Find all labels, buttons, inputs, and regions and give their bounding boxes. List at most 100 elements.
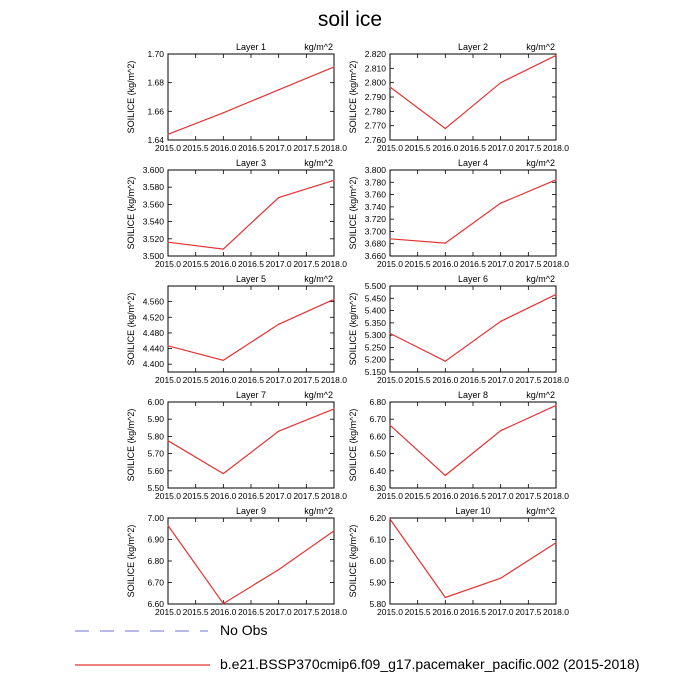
y-tick-label: 3.800 [365, 165, 387, 175]
y-tick-label: 4.480 [143, 328, 165, 338]
series-line [167, 179, 335, 250]
x-tick-label: 2017.5 [515, 375, 541, 385]
x-tick-label: 2015.5 [405, 259, 431, 269]
y-tick-label: 2.790 [365, 92, 387, 102]
panel-title: Layer 2 [458, 42, 488, 52]
panel-title: Layer 5 [236, 274, 266, 284]
data-point [333, 298, 335, 300]
y-axis-label: SOILICE (kg/m^2) [348, 409, 358, 482]
y-axis-label: SOILICE (kg/m^2) [348, 293, 358, 366]
x-tick-label: 2015.0 [377, 143, 403, 153]
x-tick-label: 2017.5 [293, 375, 319, 385]
data-point [278, 430, 280, 432]
panel-layer-1: Layer 1 kg/m^2 SOILICE (kg/m^2) 2015.0 2015.… [126, 42, 347, 153]
data-point [333, 66, 335, 68]
data-point [278, 89, 280, 91]
y-tick-label: 1.70 [147, 49, 164, 59]
y-tick-label: 5.80 [147, 431, 164, 441]
data-point [500, 82, 502, 84]
x-tick-label: 2016.5 [238, 491, 264, 501]
data-point [500, 202, 502, 204]
x-tick-label: 2017.0 [266, 491, 292, 501]
y-tick-label: 3.600 [143, 165, 165, 175]
panel-title: Layer 10 [455, 506, 490, 516]
x-tick-label: 2017.5 [293, 607, 319, 617]
y-tick-label: 3.680 [365, 239, 387, 249]
y-tick-label: 1.64 [147, 135, 164, 145]
data-point [444, 360, 446, 362]
panel-units: kg/m^2 [304, 390, 333, 400]
plot-frame [389, 517, 557, 605]
y-tick-label: 6.50 [369, 449, 386, 459]
data-point [167, 345, 169, 347]
data-point [444, 474, 446, 477]
panel-title: Layer 3 [236, 158, 266, 168]
x-tick-label: 2015.0 [155, 143, 181, 153]
y-tick-label: 5.500 [365, 281, 387, 291]
y-tick-label: 6.40 [369, 466, 386, 476]
y-tick-label: 5.80 [369, 599, 386, 609]
panel-layer-10: Layer 10 kg/m^2 SOILICE (kg/m^2) 2015.0 2015… [348, 506, 569, 617]
x-tick-label: 2017.5 [515, 143, 541, 153]
y-axis-label: SOILICE (kg/m^2) [348, 177, 358, 250]
x-tick-label: 2015.0 [377, 607, 403, 617]
x-tick-label: 2018.0 [543, 143, 569, 153]
x-tick-label: 2016.0 [210, 143, 236, 153]
x-tick-label: 2015.0 [155, 259, 181, 269]
data-point [278, 323, 280, 325]
x-tick-label: 2016.5 [460, 491, 486, 501]
y-tick-label: 5.450 [365, 293, 387, 303]
series-line [389, 404, 557, 477]
y-tick-label: 6.70 [369, 414, 386, 424]
y-tick-label: 5.300 [365, 330, 387, 340]
x-tick-label: 2018.0 [543, 491, 569, 501]
data-point [222, 112, 224, 114]
y-tick-label: 3.780 [365, 177, 387, 187]
legend-swatch-dashed [75, 630, 208, 632]
x-tick-label: 2015.5 [183, 259, 209, 269]
y-tick-label: 6.60 [147, 599, 164, 609]
panel-units: kg/m^2 [526, 42, 555, 52]
y-tick-label: 2.810 [365, 63, 387, 73]
y-tick-label: 6.80 [147, 556, 164, 566]
y-tick-label: 4.400 [143, 359, 165, 369]
x-tick-label: 2015.0 [377, 375, 403, 385]
panel-units: kg/m^2 [304, 274, 333, 284]
x-tick-label: 2017.0 [488, 607, 514, 617]
data-point [555, 293, 557, 295]
y-tick-label: 3.500 [143, 251, 165, 261]
y-tick-label: 6.90 [147, 535, 164, 545]
y-tick-label: 3.660 [365, 251, 387, 261]
legend-label: b.e21.BSSP370cmip6.f09_g17.pacemaker_pac… [220, 656, 640, 672]
data-point [389, 332, 391, 335]
series-line [389, 179, 557, 244]
y-tick-label: 5.250 [365, 342, 387, 352]
y-axis-label: SOILICE (kg/m^2) [126, 177, 136, 250]
y-tick-label: 5.150 [365, 367, 387, 377]
y-tick-label: 3.700 [365, 226, 387, 236]
panel-title: Layer 1 [236, 42, 266, 52]
legend-item-model-run: b.e21.BSSP370cmip6.f09_g17.pacemaker_pac… [70, 654, 690, 678]
x-tick-label: 2018.0 [543, 259, 569, 269]
series-line [167, 408, 335, 475]
y-tick-label: 5.400 [365, 306, 387, 316]
panel-layer-3: Layer 3 kg/m^2 SOILICE (kg/m^2) 2015.0 2015.… [126, 158, 347, 269]
data-point [389, 424, 391, 426]
panel-units: kg/m^2 [304, 42, 333, 52]
data-point [167, 133, 169, 135]
y-tick-label: 6.00 [369, 556, 386, 566]
x-tick-label: 2016.0 [210, 259, 236, 269]
panel-title: Layer 4 [458, 158, 488, 168]
x-tick-label: 2017.0 [266, 607, 292, 617]
x-tick-label: 2017.0 [266, 375, 292, 385]
y-tick-label: 6.00 [147, 397, 164, 407]
x-tick-label: 2015.5 [183, 375, 209, 385]
x-tick-label: 2017.5 [293, 143, 319, 153]
data-point [500, 430, 502, 432]
data-point [389, 238, 391, 240]
x-tick-label: 2016.5 [238, 259, 264, 269]
legend-swatch-solid [75, 664, 210, 666]
plot-frame [167, 285, 335, 373]
x-tick-label: 2016.0 [432, 375, 458, 385]
